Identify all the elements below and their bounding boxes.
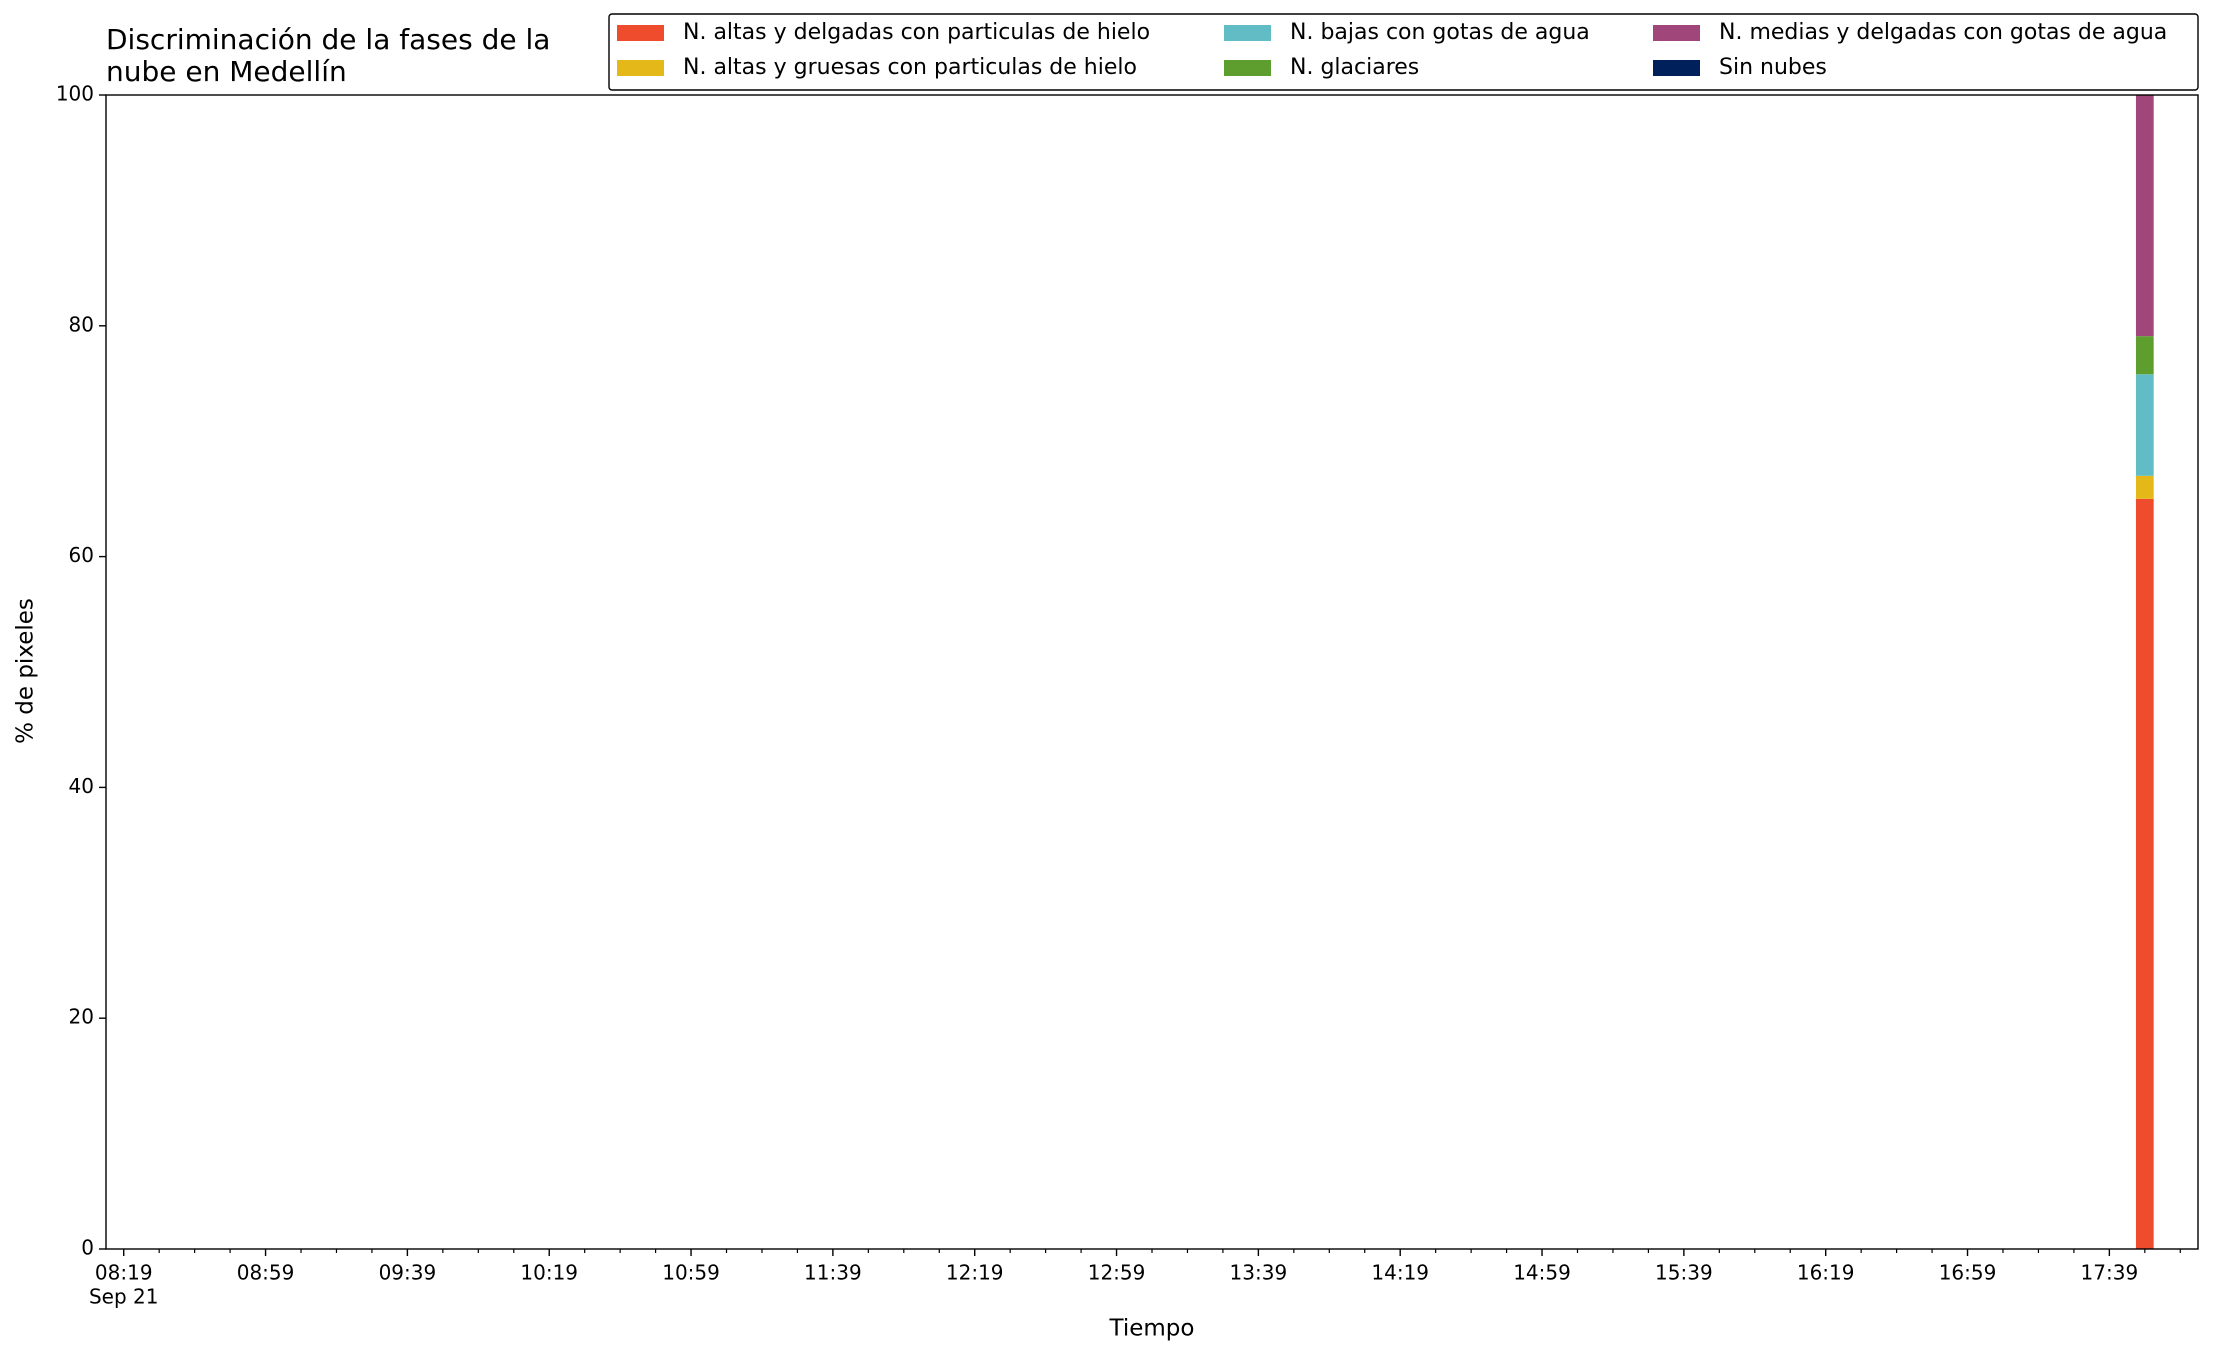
x-tick-label: 10:59: [662, 1261, 720, 1285]
legend-box: [608, 13, 2199, 91]
legend-text: N. medias y delgadas con gotas de agua: [1719, 20, 2167, 45]
x-tick-label: 11:39: [804, 1261, 862, 1285]
legend-swatch: [1653, 25, 1700, 41]
x-tick-label: 16:19: [1797, 1261, 1855, 1285]
x-tick-label: 12:19: [946, 1261, 1004, 1285]
legend-text: N. glaciares: [1290, 55, 1419, 80]
x-tick-label: Sep 21: [89, 1285, 159, 1309]
bar-segment: [2135, 336, 2154, 375]
bar-segment: [2135, 95, 2154, 337]
x-axis-label: Tiempo: [1109, 1316, 1195, 1342]
y-tick-label: 20: [69, 1005, 94, 1029]
x-tick-label: 08:19: [95, 1261, 153, 1285]
x-tick-label: 17:39: [2081, 1261, 2139, 1285]
y-tick-label: 40: [69, 774, 94, 798]
x-tick-label: 14:19: [1371, 1261, 1429, 1285]
legend-swatch: [1224, 60, 1271, 76]
y-tick-label: 100: [56, 82, 94, 106]
legend-text: N. altas y gruesas con particulas de hie…: [683, 55, 1137, 80]
legend-swatch: [1224, 25, 1271, 41]
bar-segment: [2135, 498, 2154, 1249]
plot-frame: [105, 94, 2199, 1250]
bar-segment: [2135, 475, 2154, 499]
legend-text: N. bajas con gotas de agua: [1290, 20, 1590, 45]
legend-swatch: [617, 60, 664, 76]
x-tick-label: 15:39: [1655, 1261, 1713, 1285]
bar-segment: [2135, 374, 2154, 476]
y-tick-label: 60: [69, 543, 94, 567]
x-tick-label: 09:39: [379, 1261, 437, 1285]
legend-text: N. altas y delgadas con particulas de hi…: [683, 20, 1150, 45]
y-tick-label: 0: [81, 1236, 94, 1260]
legend-text: Sin nubes: [1719, 55, 1827, 80]
chart-title: Discriminación de la fases de la: [106, 23, 550, 56]
x-tick-label: 10:19: [520, 1261, 578, 1285]
x-tick-label: 14:59: [1513, 1261, 1571, 1285]
y-tick-label: 80: [69, 312, 94, 336]
y-axis-label: % de pixeles: [13, 598, 39, 744]
x-tick-label: 16:59: [1939, 1261, 1997, 1285]
x-tick-label: 12:59: [1088, 1261, 1146, 1285]
legend-swatch: [1653, 60, 1700, 76]
x-tick-label: 08:59: [237, 1261, 295, 1285]
x-tick-label: 13:39: [1230, 1261, 1288, 1285]
chart-title: nube en Medellín: [106, 55, 347, 88]
legend-swatch: [617, 25, 664, 41]
